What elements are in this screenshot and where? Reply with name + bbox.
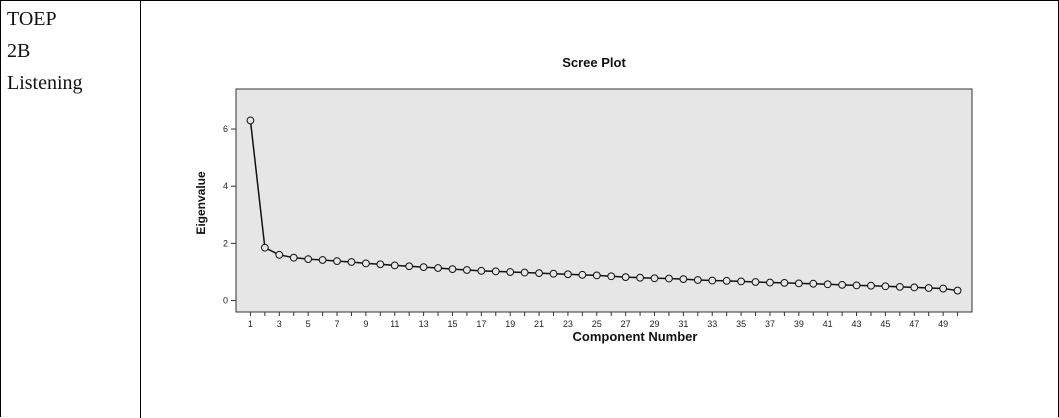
- data-point: [650, 274, 659, 283]
- y-axis: 0 2 4 6: [223, 124, 236, 306]
- data-point: [665, 274, 673, 283]
- row-label-cell: TOEP 2B Listening: [1, 1, 141, 418]
- x-tick-label: 11: [390, 319, 399, 329]
- row-label-line-1: TOEP: [7, 8, 57, 30]
- data-point: [693, 276, 702, 284]
- data-point: [737, 277, 745, 286]
- data-point: [463, 266, 471, 274]
- data-point: [347, 258, 356, 266]
- x-tick-label: 17: [476, 319, 486, 329]
- data-point: [333, 257, 341, 266]
- data-point: [867, 281, 875, 290]
- x-tick-label: 41: [823, 319, 833, 329]
- data-points: [246, 116, 962, 295]
- x-tick-label: 27: [621, 319, 631, 329]
- data-point: [823, 280, 832, 289]
- data-point: [260, 243, 269, 252]
- data-point: [275, 250, 284, 259]
- x-tick-label: 33: [707, 319, 717, 329]
- data-point: [766, 278, 774, 287]
- data-point: [751, 278, 760, 286]
- data-point: [564, 270, 572, 279]
- x-tick-label: 9: [363, 319, 368, 329]
- x-tick-label: 3: [277, 319, 282, 329]
- y-tick-label: 2: [223, 238, 228, 248]
- x-tick-label: 19: [505, 319, 515, 329]
- x-tick-label: 21: [534, 319, 544, 329]
- data-point: [953, 286, 962, 295]
- x-tick-label: 1: [248, 319, 253, 329]
- data-point: [405, 262, 414, 271]
- data-point: [895, 282, 904, 291]
- x-tick-label: 49: [938, 319, 948, 329]
- x-tick-label: 31: [678, 319, 688, 329]
- data-point: [852, 281, 861, 290]
- data-point: [607, 272, 616, 281]
- data-point: [809, 279, 818, 288]
- data-point: [679, 275, 688, 284]
- chart-title: Scree Plot: [562, 55, 626, 70]
- data-point: [419, 263, 428, 272]
- data-point: [910, 283, 919, 292]
- data-point: [491, 267, 500, 276]
- data-point: [246, 116, 255, 125]
- x-axis-label: Component Number: [573, 329, 698, 344]
- x-tick-label: 45: [880, 319, 890, 329]
- data-point: [448, 265, 457, 274]
- data-point: [939, 284, 948, 293]
- data-point: [722, 276, 731, 285]
- data-point: [924, 284, 933, 292]
- x-tick-label: 29: [650, 319, 660, 329]
- data-point: [318, 256, 327, 264]
- data-point: [578, 270, 587, 279]
- data-point: [289, 253, 298, 262]
- data-point: [592, 271, 601, 280]
- x-tick-label: 35: [736, 319, 746, 329]
- x-axis: 1 3 5 7 9 11 13 15 17 19 21 23 25 27 29 31 33 35 37 39 41 43 4…: [248, 312, 959, 329]
- data-point: [881, 282, 890, 291]
- x-tick-label: 39: [794, 319, 804, 329]
- data-point: [434, 264, 442, 272]
- data-point: [376, 260, 385, 269]
- y-axis-label: Eigenvalue: [194, 171, 208, 235]
- data-point: [390, 261, 399, 270]
- data-point: [636, 273, 644, 282]
- data-point: [838, 280, 847, 289]
- y-tick-label: 4: [223, 181, 228, 191]
- y-tick-label: 6: [223, 124, 228, 134]
- data-point: [621, 273, 630, 282]
- data-point: [708, 276, 717, 285]
- row-label-line-3: Listening: [7, 72, 83, 94]
- data-point: [520, 268, 529, 277]
- x-tick-label: 43: [852, 319, 862, 329]
- data-point: [794, 279, 803, 288]
- x-tick-label: 13: [419, 319, 429, 329]
- x-tick-label: 47: [909, 319, 919, 329]
- data-point: [361, 259, 370, 268]
- x-tick-label: 23: [563, 319, 573, 329]
- x-tick-label: 5: [306, 319, 311, 329]
- x-tick-label: 7: [335, 319, 340, 329]
- x-tick-label: 25: [592, 319, 602, 329]
- data-point: [535, 269, 543, 278]
- plot-area: [235, 88, 973, 313]
- data-point: [477, 266, 486, 275]
- data-point: [304, 255, 313, 264]
- row-label-line-2: 2B: [7, 40, 31, 62]
- data-point: [780, 278, 789, 287]
- y-tick-label: 0: [223, 296, 228, 306]
- data-point: [549, 269, 558, 278]
- x-tick-label: 37: [765, 319, 775, 329]
- data-point: [506, 268, 515, 276]
- x-tick-label: 15: [447, 319, 457, 329]
